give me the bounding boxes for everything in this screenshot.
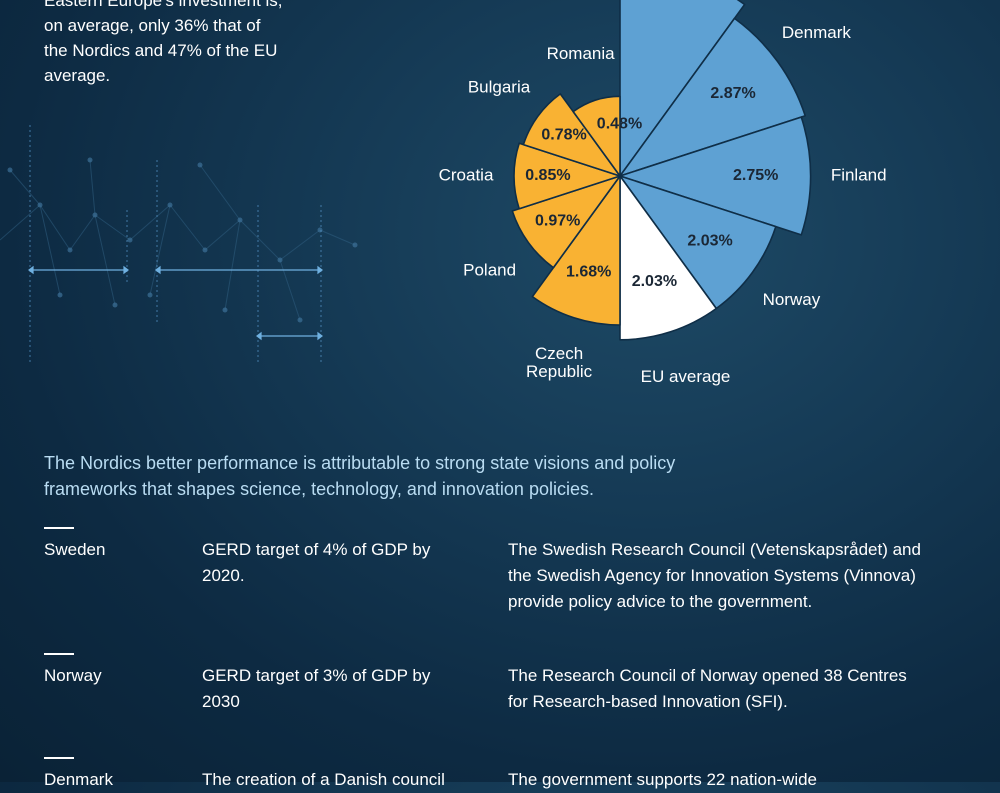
policy-target: The creation of a Danish council (202, 770, 445, 789)
country-label-czech-republic-line2: Republic (526, 362, 593, 381)
country-label-czech-republic-line1: Czech (535, 344, 583, 363)
lead-paragraph: The Nordics better performance is attrib… (44, 453, 676, 499)
value-label-croatia: 0.85% (525, 167, 570, 184)
country-label-bulgaria: Bulgaria (468, 78, 531, 97)
row-divider (44, 653, 74, 655)
lead-text-block: The Nordics better performance is attrib… (44, 450, 744, 502)
row-divider (44, 757, 74, 759)
pie-value-labels: 2.87% 2.75% 2.03% 2.03% 1.68% 0.97% 0.85% 0.78%… (525, 85, 778, 290)
country-label-eu-average: EU average (641, 367, 731, 386)
row-divider (44, 527, 74, 529)
value-label-czech-republic: 1.68% (566, 264, 611, 281)
pie-slice-bulgaria (522, 93, 621, 177)
policy-note: The government supports 22 nation-wide (508, 770, 818, 789)
pie-slice-denmark (619, 17, 806, 177)
pie-slice-croatia (513, 142, 621, 210)
pie-slice-poland (511, 175, 621, 269)
country-label-croatia: Croatia (439, 165, 494, 184)
pie-slice-norway (619, 175, 777, 310)
country-label-denmark: Denmark (782, 23, 851, 42)
policy-country: Denmark (44, 770, 113, 789)
rd-spending-pie-chart: 2.87% 2.75% 2.03% 2.03% 1.68% 0.97% 0.85% 0.78%… (439, 0, 887, 386)
pie-slice-eu-average (619, 175, 718, 341)
intro-text-block: Eastern Europe's investment is, on avera… (44, 0, 284, 88)
value-label-denmark: 2.87% (710, 85, 755, 102)
policy-target: GERD target of 3% of GDP by 2030 (202, 666, 431, 711)
network-decoration (0, 125, 358, 365)
country-label-poland: Poland (463, 260, 516, 279)
country-label-romania: Romania (547, 44, 616, 63)
intro-paragraph: Eastern Europe's investment is, on avera… (44, 0, 283, 85)
value-label-bulgaria: 0.78% (541, 127, 586, 144)
country-label-norway: Norway (763, 290, 821, 309)
value-label-norway: 2.03% (687, 233, 732, 250)
value-label-poland: 0.97% (535, 213, 580, 230)
value-label-finland: 2.75% (733, 167, 778, 184)
policy-target: GERD target of 4% of GDP by 2020. (202, 540, 431, 585)
pie-slices (511, 0, 812, 341)
policy-note: The Research Council of Norway opened 38… (508, 666, 907, 711)
policy-country: Norway (44, 666, 102, 685)
value-label-romania: 0.48% (597, 116, 642, 133)
pie-slice-romania (572, 95, 621, 177)
pie-slice-finland (619, 116, 812, 236)
pie-country-labels: SwedenDenmarkFinlandNorwayEU averageCzec… (439, 23, 887, 386)
value-label-eu-average: 2.03% (632, 273, 677, 290)
country-label-finland: Finland (831, 165, 887, 184)
policy-note: The Swedish Research Council (Vetenskaps… (508, 540, 921, 611)
pie-slice-czech-republic (531, 175, 621, 326)
policy-country: Sweden (44, 540, 106, 559)
